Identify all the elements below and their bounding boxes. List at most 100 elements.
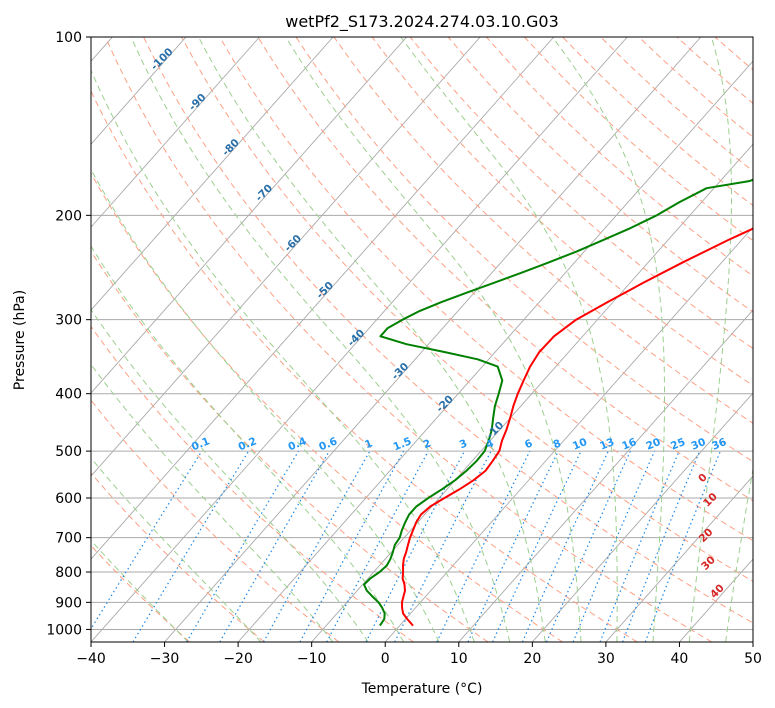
dry-adiabat-label: -80	[220, 137, 242, 159]
mixing-ratio-label: 1	[363, 437, 374, 451]
dry-adiabat-label: -70	[253, 182, 275, 204]
mixing-ratio-line	[644, 450, 721, 642]
dry-adiabat-line	[562, 37, 753, 207]
moist-adiabat-line	[688, 37, 732, 642]
dry-adiabat-line	[143, 37, 753, 624]
mixing-ratio-label: 10	[571, 436, 589, 453]
mixing-ratio-label: 4	[484, 437, 495, 451]
mixing-ratio-line	[132, 450, 250, 642]
moist-adiabat-label: 10	[701, 491, 720, 510]
moist-adiabat-line	[91, 245, 405, 642]
y-tick-label: 400	[55, 387, 82, 403]
y-tick-label: 600	[55, 491, 82, 507]
y-tick-label: 300	[55, 313, 82, 329]
moist-adiabat-line	[198, 37, 546, 642]
dry-adiabat-line	[295, 37, 753, 463]
x-tick-label: −10	[297, 651, 327, 667]
mixing-ratio-label: 13	[598, 436, 616, 453]
mixing-ratio-label: 25	[669, 436, 687, 453]
x-tick-label: 40	[671, 651, 689, 667]
dry-adiabat-label: -20	[434, 393, 456, 415]
dry-adiabat-label: -60	[282, 233, 304, 255]
moist-adiabat-line	[400, 37, 618, 642]
mixing-ratio-line	[262, 450, 371, 642]
mixing-ratio-line	[299, 450, 405, 642]
x-tick-label: 50	[744, 651, 762, 667]
moist-adiabat-label: 30	[699, 554, 718, 573]
x-tick-label: 30	[597, 651, 615, 667]
x-tick-label: −30	[150, 651, 180, 667]
isotherm-line	[531, 392, 753, 642]
y-tick-label: 1000	[46, 622, 82, 638]
isotherm-line	[237, 60, 753, 642]
x-tick-label: 10	[450, 651, 468, 667]
dry-adiabat-label: -50	[314, 279, 336, 301]
x-tick-label: −20	[223, 651, 253, 667]
moist-adiabat-line	[725, 466, 753, 642]
isotherm-line	[384, 226, 753, 642]
isotherm-line	[605, 475, 753, 642]
mixing-ratio-line	[436, 450, 531, 642]
dry-adiabat-line	[104, 37, 713, 642]
moist-adiabat-label: 20	[697, 526, 716, 545]
moist-adiabat-line	[762, 37, 775, 642]
dry-adiabat-line	[91, 544, 191, 642]
isotherm-line	[311, 143, 753, 642]
y-tick-label: 200	[55, 208, 82, 224]
moist-adiabat-line	[285, 37, 582, 642]
mixing-ratio-line	[365, 450, 466, 642]
dry-adiabat-label: -40	[345, 327, 367, 349]
dry-adiabat-line	[371, 37, 753, 387]
dry-adiabat-line	[91, 172, 563, 642]
isotherm-line	[91, 37, 628, 642]
moist-adiabat-label: 40	[708, 582, 727, 601]
isotherm-line	[91, 37, 334, 311]
x-tick-label: 0	[381, 651, 390, 667]
moist-adiabat-line	[91, 457, 262, 642]
dry-adiabat-line	[91, 472, 265, 642]
isotherm-line	[91, 37, 260, 228]
isotherm-line	[752, 641, 753, 642]
mixing-ratio-label: 20	[644, 436, 662, 453]
y-tick-label: 500	[55, 444, 82, 460]
dry-adiabat-line	[257, 37, 753, 502]
mixing-ratio-line	[326, 450, 429, 642]
dry-adiabat-line	[333, 37, 753, 424]
dewpoint-profile-line	[363, 178, 753, 627]
mixing-ratio-label: 30	[690, 436, 708, 453]
moist-adiabat-line	[552, 37, 665, 642]
dry-adiabat-line	[91, 90, 638, 642]
moist-adiabat-line	[130, 37, 511, 642]
dry-adiabat-line	[219, 37, 753, 542]
moist-adiabat-line	[91, 69, 475, 642]
moist-adiabat-line	[91, 539, 189, 642]
mixing-ratio-label: 16	[620, 436, 638, 453]
dry-adiabat-line	[91, 399, 340, 642]
y-axis-label: Pressure (hPa)	[12, 290, 28, 390]
mixing-ratio-line	[91, 450, 203, 630]
y-tick-label: 900	[55, 595, 82, 611]
mixing-ratio-label: 3	[458, 437, 469, 451]
isotherm-line	[91, 37, 481, 477]
isotherm-line	[91, 37, 407, 394]
mixing-ratio-line	[467, 450, 559, 642]
temperature-profile-line	[401, 227, 753, 627]
mixing-ratio-line	[546, 450, 631, 642]
mixing-ratio-label: 8	[552, 437, 563, 451]
dry-adiabat-line	[600, 37, 753, 172]
dry-adiabat-label: -90	[187, 91, 209, 113]
mixing-ratio-line	[186, 450, 300, 642]
chart-title: wetPf2_S173.2024.274.03.10.G03	[285, 12, 559, 32]
moist-adiabat-line	[91, 363, 334, 642]
isotherm-line	[91, 37, 187, 145]
dry-adiabat-line	[676, 37, 753, 104]
isotherm-line	[164, 37, 702, 642]
mixing-ratio-label: 36	[710, 436, 728, 453]
mixing-ratio-line	[622, 450, 701, 642]
mixing-ratio-label: 2	[422, 437, 433, 451]
dry-adiabat-line	[409, 37, 753, 350]
moist-adiabat-line	[91, 308, 369, 642]
dry-adiabat-line	[752, 37, 753, 38]
plot-frame	[90, 36, 754, 643]
